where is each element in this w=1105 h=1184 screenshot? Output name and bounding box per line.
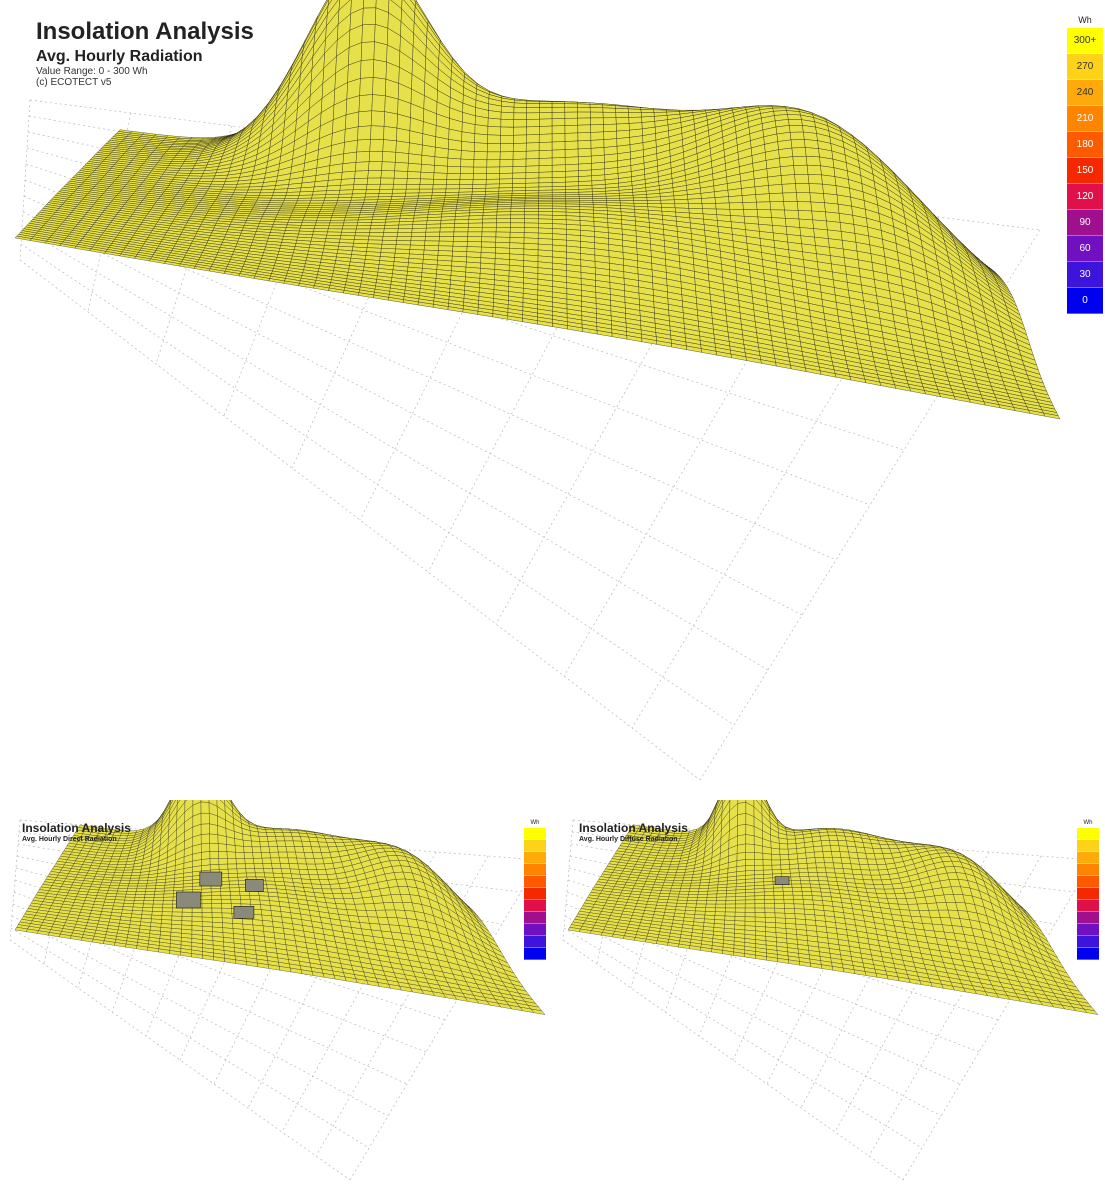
direct-subtitle: Avg. Hourly Direct Radiation bbox=[22, 835, 117, 843]
reference-grid-line bbox=[20, 243, 735, 726]
main-title-block: Insolation Analysis Avg. Hourly Radiatio… bbox=[36, 18, 254, 89]
building-block bbox=[245, 879, 264, 892]
direct-legend-unit: Wh bbox=[530, 820, 540, 826]
building-block bbox=[176, 891, 201, 909]
main-legend-swatch: 120 bbox=[1067, 184, 1103, 210]
diffuse-terrain-mesh bbox=[562, 800, 1099, 1181]
reference-grid-line bbox=[349, 859, 541, 1181]
diffuse-title: Insolation Analysis bbox=[579, 821, 688, 835]
building-block bbox=[233, 906, 255, 919]
direct-legend-swatch bbox=[524, 948, 546, 960]
diffuse-legend-swatch bbox=[1077, 924, 1099, 936]
reference-grid-line bbox=[247, 847, 385, 1109]
reference-grid-line bbox=[564, 915, 942, 1117]
direct-legend: Wh bbox=[524, 818, 546, 960]
diffuse-legend-swatch bbox=[1077, 936, 1099, 948]
direct-legend-swatch bbox=[524, 840, 546, 852]
main-credit: (c) ECOTECT v5 bbox=[36, 77, 112, 89]
direct-title: Insolation Analysis bbox=[22, 821, 131, 835]
main-title: Insolation Analysis bbox=[36, 18, 254, 45]
diffuse-legend-swatch bbox=[1077, 948, 1099, 960]
main-legend-swatch: 210 bbox=[1067, 106, 1103, 132]
direct-legend-swatch bbox=[524, 852, 546, 864]
reference-grid-line bbox=[566, 891, 980, 1053]
main-terrain-mesh bbox=[14, 0, 1061, 781]
diffuse-legend-unit: Wh bbox=[1083, 820, 1093, 826]
reference-grid-line bbox=[631, 216, 940, 729]
main-value-range: Value Range: 0 - 300 Wh bbox=[36, 65, 148, 77]
diffuse-legend: Wh bbox=[1077, 818, 1099, 960]
diffuse-legend-swatch bbox=[1077, 900, 1099, 912]
main-legend-swatch: 240 bbox=[1067, 80, 1103, 106]
main-legend-swatch: 60 bbox=[1067, 236, 1103, 262]
diffuse-legend-swatch bbox=[1077, 852, 1099, 864]
reference-grid-line bbox=[23, 195, 837, 561]
main-legend-swatch: 90 bbox=[1067, 210, 1103, 236]
main-legend-swatch: 300+ bbox=[1067, 28, 1103, 54]
main-legend-swatch: 180 bbox=[1067, 132, 1103, 158]
diffuse-legend-swatch bbox=[1077, 840, 1099, 852]
reference-grid-line bbox=[563, 927, 923, 1149]
direct-legend-swatch bbox=[524, 936, 546, 948]
main-legend-swatch: 270 bbox=[1067, 54, 1103, 80]
reference-grid-line bbox=[12, 903, 408, 1085]
reference-grid-line bbox=[834, 851, 990, 1133]
diffuse-legend-swatch bbox=[1077, 828, 1099, 840]
main-subtitle: Avg. Hourly Radiation bbox=[36, 47, 203, 65]
direct-legend-swatch bbox=[524, 924, 546, 936]
reference-grid-line bbox=[281, 851, 437, 1133]
reference-grid-line bbox=[10, 927, 370, 1149]
diffuse-title-block: Insolation Analysis Avg. Hourly Diffuse … bbox=[579, 821, 688, 844]
diffuse-subtitle: Avg. Hourly Diffuse Radiation bbox=[579, 835, 678, 843]
direct-legend-swatch bbox=[524, 864, 546, 876]
diffuse-legend-swatch bbox=[1077, 876, 1099, 888]
reference-grid-line bbox=[11, 915, 389, 1117]
diffuse-legend-swatch bbox=[1077, 912, 1099, 924]
terrain-surface bbox=[14, 800, 546, 1015]
main-legend-unit: Wh bbox=[1078, 15, 1092, 25]
diffuse-radiation-panel: Insolation Analysis Avg. Hourly Diffuse … bbox=[553, 800, 1105, 1184]
direct-legend-swatch bbox=[524, 888, 546, 900]
direct-legend-swatch bbox=[524, 900, 546, 912]
direct-title-block: Insolation Analysis Avg. Hourly Direct R… bbox=[22, 821, 131, 844]
reference-grid-line bbox=[13, 891, 427, 1053]
main-legend-swatch: 30 bbox=[1067, 262, 1103, 288]
reference-grid-line bbox=[902, 859, 1094, 1181]
direct-radiation-panel: Insolation Analysis Avg. Hourly Direct R… bbox=[0, 800, 552, 1184]
reference-grid-line bbox=[562, 939, 904, 1181]
direct-legend-swatch bbox=[524, 912, 546, 924]
main-legend-swatch: 150 bbox=[1067, 158, 1103, 184]
direct-legend-swatch bbox=[524, 828, 546, 840]
main-legend-swatch: 0 bbox=[1067, 288, 1103, 314]
terrain-surface bbox=[14, 0, 1061, 420]
reference-grid-line bbox=[800, 847, 938, 1109]
reference-grid-line bbox=[22, 211, 803, 616]
building-block bbox=[199, 871, 223, 887]
building-block bbox=[774, 876, 790, 885]
main-insolation-panel: Insolation Analysis Avg. Hourly Radiatio… bbox=[14, 0, 1103, 781]
direct-legend-swatch bbox=[524, 876, 546, 888]
terrain-surface bbox=[567, 800, 1099, 1015]
reference-grid-line bbox=[427, 177, 637, 573]
diffuse-legend-swatch bbox=[1077, 888, 1099, 900]
reference-grid-line bbox=[9, 939, 351, 1181]
main-legend: Wh 300+ 270 240 210 180 150 120 90 60 30 0 bbox=[1067, 12, 1103, 314]
direct-terrain-mesh bbox=[9, 800, 546, 1181]
diffuse-legend-swatch bbox=[1077, 864, 1099, 876]
reference-grid-line bbox=[565, 903, 961, 1085]
